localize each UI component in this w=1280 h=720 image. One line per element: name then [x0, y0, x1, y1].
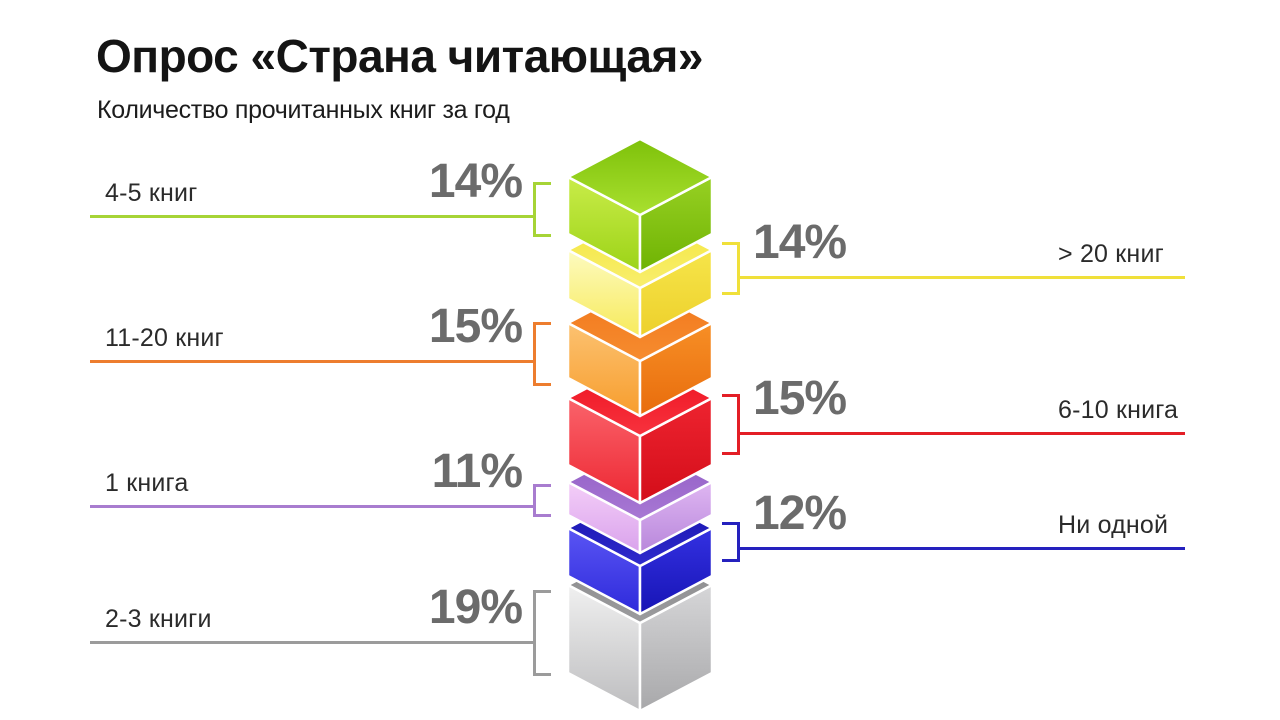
- segment-label: 6-10 книга: [1058, 396, 1179, 424]
- connector-bracket: [533, 484, 551, 517]
- connector-bracket: [722, 242, 740, 295]
- connector-line: [740, 432, 1185, 435]
- connector-bracket: [533, 182, 551, 237]
- connector-line: [90, 215, 533, 218]
- connector-bracket: [533, 590, 551, 676]
- segment-value: 15%: [753, 372, 847, 425]
- segment-value: 11%: [431, 445, 523, 498]
- connector-line: [90, 641, 533, 644]
- segment-value: 15%: [428, 300, 523, 353]
- connector-line: [90, 360, 533, 363]
- page-subtitle: Количество прочитанных книг за год: [97, 96, 510, 124]
- connector-bracket: [722, 394, 740, 455]
- connector-line: [740, 547, 1185, 550]
- segment-label: 1 книга: [105, 469, 189, 497]
- segment-value: 14%: [428, 155, 523, 208]
- segment-value: 14%: [753, 216, 847, 269]
- segment-label: 4-5 книг: [105, 179, 198, 207]
- connector-line: [90, 505, 533, 508]
- segment-label: > 20 книг: [1058, 240, 1164, 268]
- block-books-4-5: [566, 137, 714, 274]
- segment-label: Ни одной: [1058, 511, 1169, 539]
- connector-bracket: [722, 522, 740, 562]
- connector-line: [740, 276, 1185, 279]
- segment-label: 11-20 книг: [105, 324, 224, 352]
- segment-label: 2-3 книги: [105, 605, 212, 633]
- connector-bracket: [533, 322, 551, 386]
- page-title: Опрос «Страна читающая»: [96, 30, 703, 82]
- segment-value: 12%: [753, 487, 847, 540]
- segment-value: 19%: [428, 581, 523, 634]
